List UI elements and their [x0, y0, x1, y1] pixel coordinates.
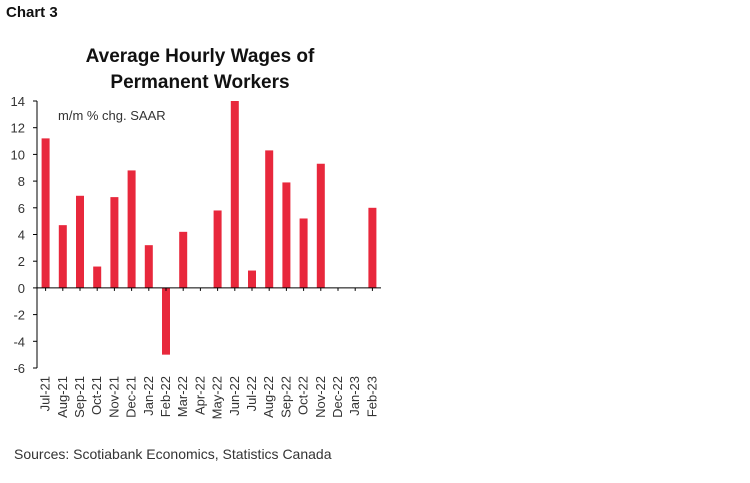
x-tick-label: Aug-21	[55, 376, 70, 418]
y-tick-label: 2	[18, 254, 25, 269]
x-tick-label: Apr-22	[192, 376, 207, 415]
x-tick-label: Jan-23	[347, 376, 362, 416]
bar	[316, 163, 325, 288]
bar	[230, 101, 239, 288]
bar	[213, 210, 222, 288]
x-tick-label: Jun-22	[227, 376, 242, 416]
x-tick-label: May-22	[210, 376, 225, 419]
x-tick-label: Sep-22	[278, 376, 293, 418]
bar	[265, 150, 274, 288]
x-tick-label: Dec-21	[124, 376, 139, 418]
y-tick-label: 8	[18, 174, 25, 189]
x-tick-label: Nov-21	[106, 376, 121, 418]
x-tick-label: Jul-22	[244, 376, 259, 411]
y-tick-label: -2	[13, 308, 25, 323]
chart-label: Chart 3	[6, 4, 58, 21]
x-tick-label: Oct-21	[89, 376, 104, 415]
y-axis: 14 12 10 8 6 4 2 0 -2 -4 -6	[11, 94, 38, 376]
x-tick-label: Oct-22	[296, 376, 311, 415]
y-tick-label: 12	[11, 121, 25, 136]
bar	[76, 195, 84, 288]
y-tick-label: 14	[11, 94, 25, 109]
sources-note: Sources: Scotiabank Economics, Statistic…	[14, 446, 332, 462]
y-tick-label: -6	[13, 361, 25, 376]
x-tick-label: Feb-23	[364, 376, 379, 417]
bar	[127, 170, 136, 288]
y-tick-label: 0	[18, 281, 25, 296]
y-tick-label: -4	[13, 334, 25, 349]
bar-chart: Average Hourly Wages of Permanent Worker…	[11, 46, 381, 419]
x-tick-label: Mar-22	[175, 376, 190, 417]
y-tick-label: 6	[18, 201, 25, 216]
bars	[41, 101, 377, 355]
bar	[144, 245, 153, 288]
x-tick-label: Dec-22	[330, 376, 345, 418]
bar	[162, 287, 170, 355]
bar	[179, 231, 188, 288]
chart-title-line1: Average Hourly Wages of	[86, 46, 315, 67]
x-tick-label: Nov-22	[313, 376, 328, 418]
unit-label: m/m % chg. SAAR	[58, 108, 166, 123]
bar	[282, 182, 291, 288]
x-tick-label: Feb-22	[158, 376, 173, 417]
x-tick-label: Jan-22	[141, 376, 156, 416]
x-tick-label: Jul-21	[38, 376, 53, 411]
y-tick-label: 10	[11, 147, 25, 162]
bar	[299, 218, 308, 288]
x-axis: Jul-21 Aug-21 Sep-21 Oct-21 Nov-21 Dec-21 Jan-…	[37, 287, 381, 419]
bar	[110, 197, 119, 288]
bar	[368, 207, 377, 288]
chart-title-line2: Permanent Workers	[110, 72, 289, 93]
y-tick-label: 4	[18, 228, 25, 243]
x-tick-label: Sep-21	[72, 376, 87, 418]
bar	[41, 138, 50, 288]
x-tick-label: Aug-22	[261, 376, 276, 418]
bar	[93, 266, 102, 288]
bar	[248, 270, 256, 288]
bar	[58, 225, 67, 288]
